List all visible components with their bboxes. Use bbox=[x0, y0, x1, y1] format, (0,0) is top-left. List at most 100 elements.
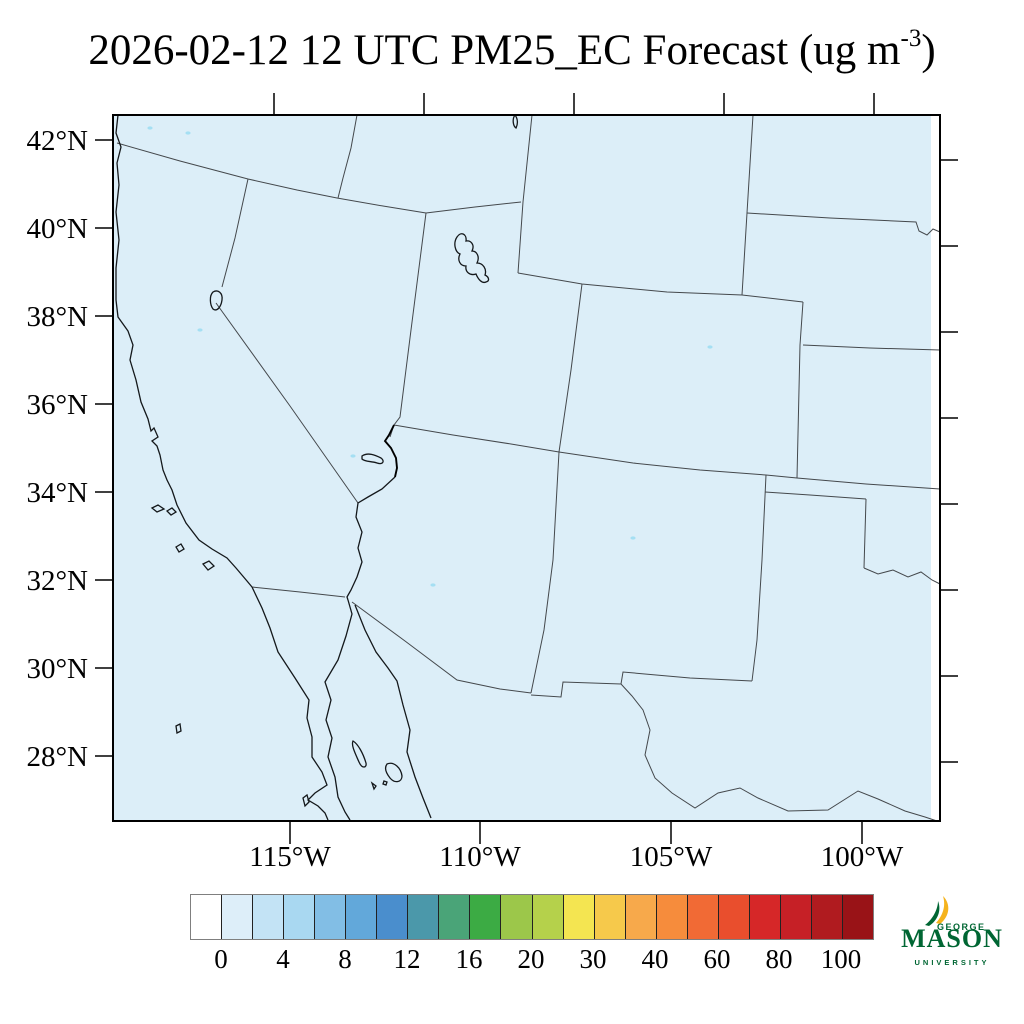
border-arizona-mexico bbox=[351, 601, 532, 694]
colorbar-cell bbox=[315, 895, 347, 939]
colorbar-tick-label: 0 bbox=[214, 944, 228, 974]
colorbar-tick-label: 80 bbox=[765, 944, 793, 974]
border-texas-oklahoma-100w bbox=[863, 498, 867, 569]
colorbar-cell bbox=[439, 895, 471, 939]
colorbar-cell bbox=[191, 895, 223, 939]
colorbar-cell bbox=[284, 895, 316, 939]
colorbar-cell bbox=[532, 895, 564, 939]
colorbar-cell bbox=[625, 895, 657, 939]
lake-mead bbox=[361, 453, 384, 465]
pm25-hotspots bbox=[147, 126, 713, 587]
border-utah-colorado-109w bbox=[558, 283, 583, 453]
channel-islands bbox=[150, 504, 216, 571]
border-42n-utah-idaho bbox=[425, 201, 522, 214]
title-suffix: ) bbox=[921, 27, 936, 74]
gmu-mason-text: MASON bbox=[901, 924, 1003, 953]
border-texas-north-36-5n bbox=[764, 491, 867, 500]
colorbar-tick-label: 12 bbox=[393, 944, 421, 974]
flame-gold-petal bbox=[936, 896, 949, 924]
border-wyoming-south-41n bbox=[517, 272, 743, 296]
cedros-island bbox=[302, 793, 310, 808]
colorado-river-dark bbox=[383, 424, 398, 478]
colorbar-cell bbox=[501, 895, 533, 939]
guadalupe-island bbox=[175, 723, 182, 734]
pm25-hotspot bbox=[197, 328, 203, 332]
border-california-mexico bbox=[251, 586, 346, 598]
colorbar-tick-label: 100 bbox=[820, 944, 862, 974]
lake-tahoe bbox=[209, 290, 223, 311]
border-nebraska-southdakota-43n bbox=[746, 212, 941, 236]
lon-tick-label: 115°W bbox=[249, 841, 331, 873]
bear-lake bbox=[512, 114, 519, 129]
great-salt-lake bbox=[454, 233, 490, 284]
border-nebraska-kansas-40n bbox=[802, 344, 941, 351]
sonora-coastline bbox=[354, 604, 432, 819]
colorbar-cell bbox=[408, 895, 440, 939]
lat-tick-label: 32°N bbox=[26, 565, 88, 597]
border-newmexico-texas-103w bbox=[751, 474, 767, 682]
colorbar-tick-label: 4 bbox=[276, 944, 290, 974]
colorbar-cell bbox=[656, 895, 688, 939]
pacific-coastline bbox=[115, 114, 253, 588]
gmu-george-text: GEORGE bbox=[937, 922, 986, 932]
colorbar-tick-label: 20 bbox=[517, 944, 545, 974]
colorbar-tick-label: 8 bbox=[338, 944, 352, 974]
map-frame bbox=[112, 114, 941, 822]
colorbar-tick-label: 30 bbox=[579, 944, 607, 974]
border-california-nevada bbox=[215, 178, 359, 504]
lat-tick-label: 42°N bbox=[26, 125, 88, 157]
coastlines bbox=[115, 114, 519, 821]
pm25-hotspot bbox=[707, 345, 713, 349]
tiburon-island bbox=[384, 762, 403, 783]
pm25-hotspot bbox=[430, 583, 436, 587]
border-rio-grande bbox=[620, 683, 938, 822]
colorado-river-lower bbox=[346, 476, 396, 601]
colorbar-cell bbox=[346, 895, 378, 939]
lat-tick-label: 40°N bbox=[26, 213, 88, 245]
lat-tick-label: 34°N bbox=[26, 477, 88, 509]
colorbar-cell bbox=[718, 895, 750, 939]
domain-edge-gap bbox=[931, 116, 939, 820]
border-oregon-idaho bbox=[337, 114, 358, 199]
axis-ticks bbox=[95, 93, 958, 844]
pm25-hotspot bbox=[185, 131, 191, 135]
colorbar-cell bbox=[594, 895, 626, 939]
map-background bbox=[113, 115, 940, 821]
colorbar-cell bbox=[842, 895, 874, 939]
pm25-hotspot bbox=[350, 454, 356, 458]
colorbar-cell bbox=[749, 895, 781, 939]
colorbar-cell bbox=[780, 895, 812, 939]
lon-tick-label: 110°W bbox=[439, 841, 521, 873]
colorbar-tick-label: 16 bbox=[455, 944, 483, 974]
gmu-flame-icon bbox=[925, 896, 949, 926]
border-colorado-east-102w bbox=[796, 301, 804, 479]
colorbar-tick-label: 60 bbox=[703, 944, 731, 974]
colorbar-cell bbox=[470, 895, 502, 939]
lat-tick-label: 30°N bbox=[26, 653, 88, 685]
lat-tick-label: 28°N bbox=[26, 741, 88, 773]
pm25-hotspot bbox=[147, 126, 153, 130]
colorbar-cell bbox=[253, 895, 285, 939]
border-utah-wyoming-111w bbox=[517, 114, 533, 274]
colorbar-labels: 0 4 8 12 16 20 30 40 60 80 100 bbox=[190, 944, 872, 974]
colorbar bbox=[190, 894, 874, 940]
border-red-river bbox=[863, 567, 941, 585]
border-newmexico-mexico bbox=[530, 681, 622, 698]
lon-tick-label: 100°W bbox=[821, 841, 904, 873]
lat-tick-label: 36°N bbox=[26, 389, 88, 421]
gmu-logo: GEORGE MASON UNIVERSITY bbox=[900, 896, 1004, 968]
page-title: 2026-02-12 12 UTC PM25_EC Forecast (ug m… bbox=[0, 25, 1024, 75]
colorbar-cell bbox=[811, 895, 843, 939]
colorbar-tick-label: 40 bbox=[641, 944, 669, 974]
border-arizona-newmexico-109w bbox=[530, 451, 560, 694]
border-utah-arizona-37n bbox=[393, 424, 560, 453]
colorbar-cell bbox=[377, 895, 409, 939]
angel-de-la-guarda-island bbox=[351, 740, 367, 768]
colorbar-cell bbox=[222, 895, 254, 939]
pm25-hotspot bbox=[630, 536, 636, 540]
gulf-islets bbox=[370, 780, 388, 791]
axis-labels: 42°N 40°N 38°N 36°N 34°N 32°N 30°N 28°N 115°W 110… bbox=[26, 125, 903, 873]
baja-west-coastline bbox=[251, 586, 329, 821]
